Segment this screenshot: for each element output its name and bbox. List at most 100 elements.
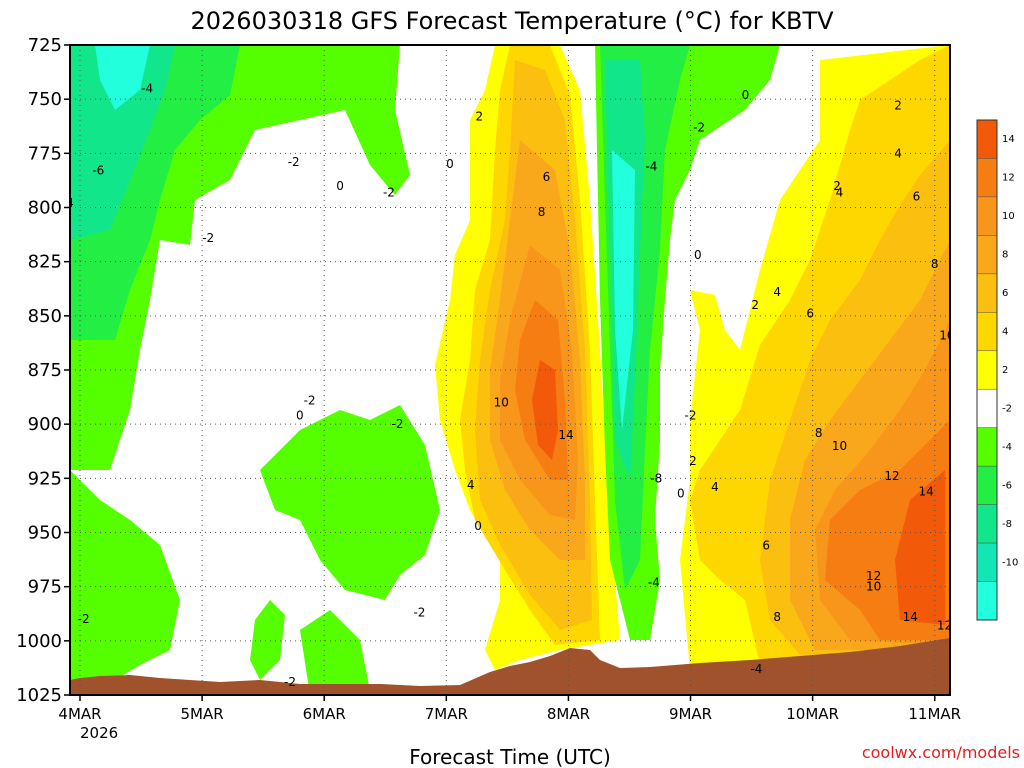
chart-title: 2026030318 GFS Forecast Temperature (°C)… — [190, 7, 834, 35]
contour-label: 2 — [689, 454, 697, 468]
colorbar-frame — [976, 119, 998, 621]
x-tick-label: 8MAR — [547, 705, 590, 723]
cold-region-8mar-coldest — [612, 150, 635, 430]
x-axis-year-label: 2026 — [80, 724, 118, 742]
contour-label: 0 — [677, 487, 685, 501]
contour-label: -2 — [78, 612, 90, 626]
y-tick-label: 850 — [28, 306, 62, 327]
colorbar-swatch — [976, 388, 998, 428]
x-tick-label: 10MAR — [786, 705, 839, 723]
contour-label: -2 — [304, 393, 316, 407]
cold-region-lower-left — [70, 470, 180, 685]
contour-label: 4 — [711, 480, 719, 494]
cold-region-mid — [260, 405, 440, 600]
x-tick-label: 9MAR — [669, 705, 712, 723]
contour-labels: -4-6-20 -202-4-2-4681014400-2-2-2-2-2-4-2… — [70, 81, 954, 689]
contour-label: -2 — [685, 409, 697, 423]
colorbar-tick-label: 6 — [1002, 288, 1008, 299]
y-tick-label: 950 — [28, 523, 62, 544]
colorbar-swatch — [976, 542, 998, 582]
colorbar-swatch — [976, 465, 998, 505]
x-tick-label: 7MAR — [425, 705, 468, 723]
contour-label: 12 — [937, 619, 952, 633]
contour-label: -2 — [288, 155, 300, 169]
x-tick-label: 11MAR — [908, 705, 961, 723]
contour-label: 6 — [806, 307, 814, 321]
cold-region-top-left-core — [95, 45, 150, 110]
contour-label: 0 — [336, 179, 344, 193]
y-tick-label: 975 — [28, 577, 62, 598]
colorbar-tick-label: -4 — [1002, 442, 1012, 453]
x-axis-title: Forecast Time (UTC) — [409, 745, 611, 768]
colorbar-swatch — [976, 196, 998, 236]
warm-region-14 — [532, 360, 558, 460]
colorbar-tick-label: -8 — [1002, 519, 1012, 530]
contour-label: 4 — [773, 285, 781, 299]
y-tick-label: 825 — [28, 252, 62, 273]
colorbar-swatch — [976, 350, 998, 390]
y-tick-label: 1025 — [16, 685, 62, 706]
colorbar-tick-label: 4 — [1002, 327, 1008, 338]
contour-label: 6 — [762, 539, 770, 553]
contour-label: -6 — [92, 164, 104, 178]
colorbar-tick-label: 14 — [1002, 134, 1015, 145]
contour-label: 14 — [919, 484, 934, 498]
contour-label: 8 — [931, 257, 939, 271]
contour-label: -2 — [383, 185, 395, 199]
y-tick-label: 875 — [28, 360, 62, 381]
contour-label: 14 — [903, 610, 918, 624]
contour-label: 4 — [836, 185, 844, 199]
contour-label: -4 — [645, 159, 657, 173]
contour-label: 8 — [538, 205, 546, 219]
terrain-ground — [70, 638, 950, 695]
contour-label: 2 — [475, 110, 483, 124]
temperature-fill-regions — [70, 45, 950, 695]
contour-label: 2 — [833, 179, 841, 193]
contour-label: -2 — [693, 120, 705, 134]
contour-label: 6 — [913, 190, 921, 204]
y-tick-label: 775 — [28, 143, 62, 164]
colorbar-tick-label: 10 — [1002, 211, 1015, 222]
colorbar-swatch — [976, 158, 998, 198]
contour-label: 10 — [494, 396, 509, 410]
contour-label: 4 — [467, 478, 475, 492]
grid-lines — [70, 45, 950, 695]
contour-label: -2 — [413, 606, 425, 620]
colorbar-tick-label: -2 — [1002, 403, 1012, 414]
cold-region-small — [250, 600, 285, 680]
contour-label: 0 — [474, 519, 482, 533]
colorbar-swatch — [976, 581, 998, 621]
y-axis-ticks: 725 750 775 800 825 850 875 900 925 950 975 1000 102… — [16, 35, 70, 706]
plot-area: -4-6-20 -202-4-2-4681014400-2-2-2-2-2-4-2… — [70, 45, 954, 695]
y-tick-label: 1000 — [16, 631, 62, 652]
cold-region-bottom — [300, 610, 370, 695]
colorbar-swatch — [976, 235, 998, 275]
contour-label: -4 — [141, 81, 153, 95]
colorbar-swatch — [976, 504, 998, 544]
contour-label: -4 — [648, 575, 660, 589]
colorbar-swatch — [976, 273, 998, 313]
contour-label: 2 — [894, 99, 902, 113]
contour-label: 12 — [866, 569, 881, 583]
x-axis-ticks: 4MAR 5MAR 6MAR 7MAR 8MAR 9MAR 10MAR 11MAR — [58, 695, 961, 723]
y-tick-label: 800 — [28, 198, 62, 219]
colorbar-tick-label: 12 — [1002, 173, 1015, 184]
contour-label: 8 — [773, 610, 781, 624]
contour-label: 0 — [446, 157, 454, 171]
contour-label: 10 — [866, 580, 881, 594]
contour-label: 10 — [939, 328, 954, 342]
colorbar-tick-label: -10 — [1002, 557, 1018, 568]
colorbar-swatch — [976, 119, 998, 159]
y-tick-label: 725 — [28, 35, 62, 56]
contour-label: 0 — [296, 409, 304, 423]
x-tick-label: 6MAR — [303, 705, 346, 723]
colorbar-swatch — [976, 312, 998, 352]
contour-label: -8 — [650, 471, 662, 485]
contour-label: 0 — [742, 88, 750, 102]
y-tick-label: 900 — [28, 414, 62, 435]
contour-label: 6 — [543, 170, 551, 184]
contour-label: 12 — [884, 469, 899, 483]
contour-label: 0 — [694, 248, 702, 262]
source-credit: coolwx.com/models — [862, 743, 1020, 762]
y-tick-label: 750 — [28, 89, 62, 110]
